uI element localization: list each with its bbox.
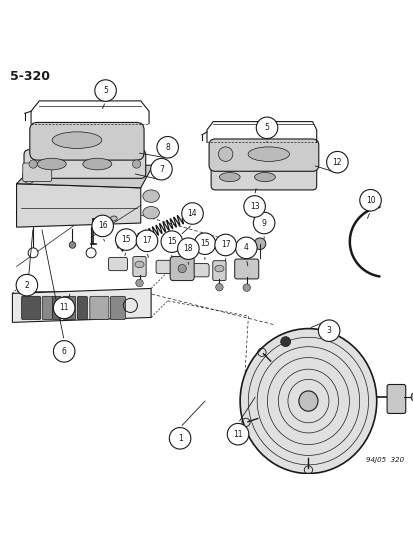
Ellipse shape [135, 261, 144, 268]
Circle shape [242, 284, 250, 292]
Circle shape [178, 264, 186, 273]
Polygon shape [17, 165, 153, 188]
Ellipse shape [410, 393, 413, 401]
FancyBboxPatch shape [386, 384, 405, 414]
FancyBboxPatch shape [77, 296, 87, 319]
Text: 10: 10 [365, 196, 375, 205]
Ellipse shape [23, 167, 35, 184]
Text: 7: 7 [159, 165, 164, 174]
FancyBboxPatch shape [42, 296, 53, 319]
Ellipse shape [52, 132, 102, 148]
Text: 5: 5 [264, 123, 269, 132]
Circle shape [181, 203, 203, 224]
Text: 17: 17 [142, 236, 152, 245]
Text: 18: 18 [183, 244, 192, 253]
Circle shape [69, 241, 76, 248]
Circle shape [157, 136, 178, 158]
Ellipse shape [254, 173, 275, 182]
Ellipse shape [298, 391, 317, 411]
Text: 9: 9 [261, 219, 266, 228]
FancyBboxPatch shape [212, 261, 225, 280]
Circle shape [253, 212, 274, 234]
Text: 12: 12 [332, 158, 341, 167]
Circle shape [177, 238, 199, 260]
FancyBboxPatch shape [90, 296, 109, 319]
Text: 3: 3 [326, 326, 331, 335]
FancyBboxPatch shape [209, 139, 318, 171]
Text: 4: 4 [243, 244, 248, 252]
Circle shape [359, 190, 380, 211]
Circle shape [92, 215, 113, 237]
Text: 5: 5 [103, 86, 108, 95]
Circle shape [53, 297, 75, 319]
Text: 6: 6 [62, 347, 66, 356]
Circle shape [16, 274, 38, 296]
Circle shape [150, 158, 172, 180]
FancyBboxPatch shape [30, 123, 144, 160]
Circle shape [53, 341, 75, 362]
Circle shape [161, 231, 182, 253]
Text: 13: 13 [249, 202, 259, 211]
FancyBboxPatch shape [170, 256, 194, 280]
Circle shape [194, 233, 215, 254]
FancyBboxPatch shape [190, 264, 209, 277]
Ellipse shape [142, 206, 159, 219]
Circle shape [235, 237, 256, 259]
Polygon shape [17, 184, 140, 227]
Circle shape [95, 80, 116, 101]
FancyBboxPatch shape [23, 163, 52, 182]
FancyBboxPatch shape [24, 150, 145, 179]
Circle shape [243, 196, 265, 217]
Text: 15: 15 [166, 237, 176, 246]
Text: 94J05  320: 94J05 320 [365, 457, 403, 463]
Text: 15: 15 [121, 235, 131, 244]
Circle shape [86, 248, 96, 258]
Ellipse shape [110, 216, 117, 221]
FancyBboxPatch shape [133, 256, 146, 277]
Circle shape [132, 160, 140, 168]
Text: 2: 2 [24, 281, 29, 289]
Circle shape [28, 248, 38, 258]
Circle shape [115, 229, 137, 251]
FancyBboxPatch shape [211, 164, 316, 190]
Ellipse shape [240, 329, 376, 473]
Text: 11: 11 [233, 430, 242, 439]
Circle shape [326, 151, 347, 173]
FancyBboxPatch shape [52, 296, 61, 319]
Text: 8: 8 [165, 143, 170, 152]
Circle shape [215, 284, 223, 291]
Circle shape [169, 427, 190, 449]
Text: 1: 1 [177, 434, 182, 443]
Ellipse shape [37, 158, 66, 170]
Ellipse shape [142, 190, 159, 203]
Circle shape [254, 238, 265, 249]
FancyBboxPatch shape [110, 296, 125, 319]
Ellipse shape [218, 147, 233, 161]
Circle shape [29, 160, 37, 168]
Text: 11: 11 [59, 303, 69, 312]
FancyBboxPatch shape [108, 257, 127, 271]
Text: 15: 15 [199, 239, 209, 248]
Text: 5-320: 5-320 [10, 70, 50, 83]
FancyBboxPatch shape [21, 296, 40, 319]
Circle shape [318, 320, 339, 342]
Circle shape [280, 337, 290, 346]
Circle shape [135, 279, 143, 287]
Text: 14: 14 [187, 209, 197, 218]
Ellipse shape [83, 158, 112, 170]
Text: 17: 17 [220, 240, 230, 249]
Circle shape [214, 234, 236, 256]
FancyBboxPatch shape [234, 259, 258, 279]
Ellipse shape [214, 265, 223, 272]
Polygon shape [12, 288, 151, 322]
FancyBboxPatch shape [156, 260, 175, 273]
Ellipse shape [247, 147, 289, 161]
Circle shape [227, 423, 248, 445]
Circle shape [136, 230, 157, 252]
Ellipse shape [219, 173, 240, 182]
Circle shape [256, 117, 277, 139]
FancyBboxPatch shape [63, 296, 76, 319]
Text: 16: 16 [97, 221, 107, 230]
